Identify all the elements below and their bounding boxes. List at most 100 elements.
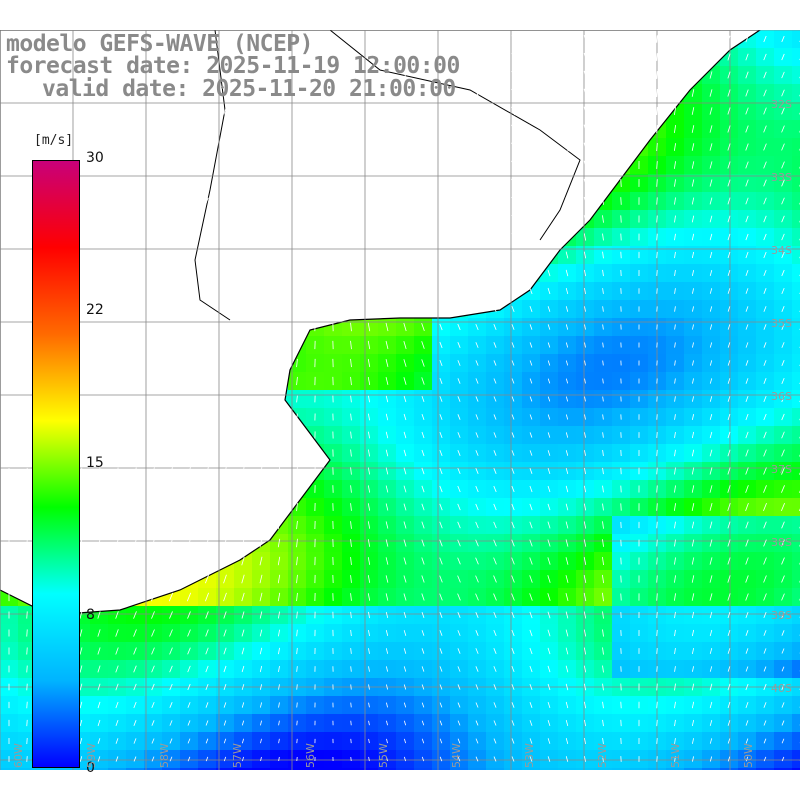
wind-arrow — [602, 106, 604, 116]
wind-arrow — [79, 503, 83, 511]
wind-arrow — [457, 612, 461, 618]
wind-arrow — [745, 502, 749, 512]
wind-arrow — [205, 702, 209, 708]
wind-arrow — [259, 467, 263, 475]
wind-arrow — [115, 574, 119, 584]
wind-arrow — [529, 611, 533, 619]
wind-arrow — [277, 574, 281, 584]
wind-arrow — [187, 431, 191, 439]
wind-arrow — [169, 161, 173, 169]
wind-arrow — [763, 720, 767, 726]
wind-arrow — [529, 142, 533, 152]
wind-arrow — [656, 179, 658, 187]
wind-arrow — [169, 306, 173, 312]
wind-arrow — [278, 684, 280, 690]
wind-arrow — [674, 683, 676, 691]
wind-arrow — [241, 359, 245, 367]
wind-arrow — [565, 233, 569, 241]
wind-arrow — [709, 485, 713, 493]
wind-arrow — [709, 629, 713, 637]
wind-arrow — [150, 574, 156, 584]
wind-arrow — [763, 360, 767, 366]
wind-arrow — [79, 197, 83, 205]
wind-arrow — [79, 342, 83, 348]
wind-arrow — [620, 35, 622, 43]
wind-arrow — [350, 611, 352, 619]
wind-arrow — [709, 575, 713, 583]
wind-arrow — [674, 756, 676, 762]
wind-arrow — [133, 342, 137, 348]
wind-arrow — [259, 269, 263, 277]
wind-arrow — [727, 233, 731, 241]
wind-arrow — [547, 432, 551, 438]
wind-arrow — [151, 89, 155, 97]
wind-arrow — [296, 376, 298, 386]
wind-arrow — [602, 360, 604, 366]
wind-arrow — [259, 377, 263, 385]
wind-arrow — [709, 720, 713, 726]
wind-arrow — [205, 720, 209, 726]
wind-arrow — [205, 324, 209, 330]
wind-arrow — [456, 124, 462, 134]
wind-arrow — [511, 593, 515, 601]
wind-arrow — [529, 35, 533, 43]
wind-arrow — [709, 396, 713, 402]
wind-arrow — [278, 629, 280, 637]
wind-arrow — [457, 414, 461, 420]
wind-arrow — [79, 179, 83, 187]
wind-arrow — [781, 485, 785, 493]
wind-arrow — [403, 611, 407, 619]
wind-arrow — [511, 450, 515, 456]
wind-arrow — [26, 557, 28, 565]
wind-arrow — [223, 756, 227, 762]
wind-arrow — [439, 575, 443, 583]
wind-arrow — [745, 467, 749, 475]
wind-arrow — [61, 142, 65, 152]
wind-arrow — [259, 449, 263, 457]
wind-arrow — [169, 449, 173, 457]
wind-arrow — [259, 611, 263, 619]
wind-arrow — [367, 89, 371, 97]
wind-arrow — [529, 521, 533, 529]
wind-arrow — [763, 306, 767, 312]
wind-arrow — [602, 288, 604, 294]
wind-arrow — [26, 160, 28, 170]
wind-arrow — [692, 324, 694, 330]
wind-arrow — [511, 305, 515, 313]
wind-cell — [594, 768, 612, 770]
wind-arrow — [529, 485, 533, 493]
wind-cell — [792, 102, 800, 120]
wind-arrow — [367, 269, 371, 277]
wind-arrow — [511, 287, 515, 295]
wind-arrow — [403, 287, 407, 295]
wind-arrow — [296, 125, 298, 133]
wind-cell — [630, 768, 648, 770]
wind-arrow — [493, 378, 497, 384]
wind-arrow — [115, 53, 119, 61]
wind-arrow — [259, 574, 263, 584]
wind-arrow — [565, 360, 569, 366]
wind-arrow — [205, 35, 209, 43]
wind-arrow — [493, 521, 497, 529]
wind-arrow — [205, 611, 209, 619]
wind-arrow — [583, 160, 587, 170]
wind-arrow — [133, 611, 137, 619]
wind-arrow — [187, 324, 191, 330]
wind-arrow — [763, 161, 767, 169]
wind-arrow — [79, 378, 83, 384]
wind-arrow — [656, 53, 658, 61]
wind-arrow — [187, 702, 191, 708]
wind-arrow — [241, 485, 245, 493]
wind-arrow — [386, 738, 388, 744]
wind-arrow — [133, 378, 137, 384]
wind-arrow — [223, 269, 227, 277]
wind-arrow — [241, 431, 245, 439]
wind-arrow — [79, 106, 83, 116]
wind-arrow — [367, 557, 371, 565]
wind-arrow — [727, 71, 731, 79]
wind-arrow — [745, 251, 749, 259]
wind-arrow — [350, 485, 352, 493]
wind-arrow — [727, 396, 731, 402]
wind-arrow — [781, 306, 785, 312]
wind-arrow — [529, 396, 533, 402]
